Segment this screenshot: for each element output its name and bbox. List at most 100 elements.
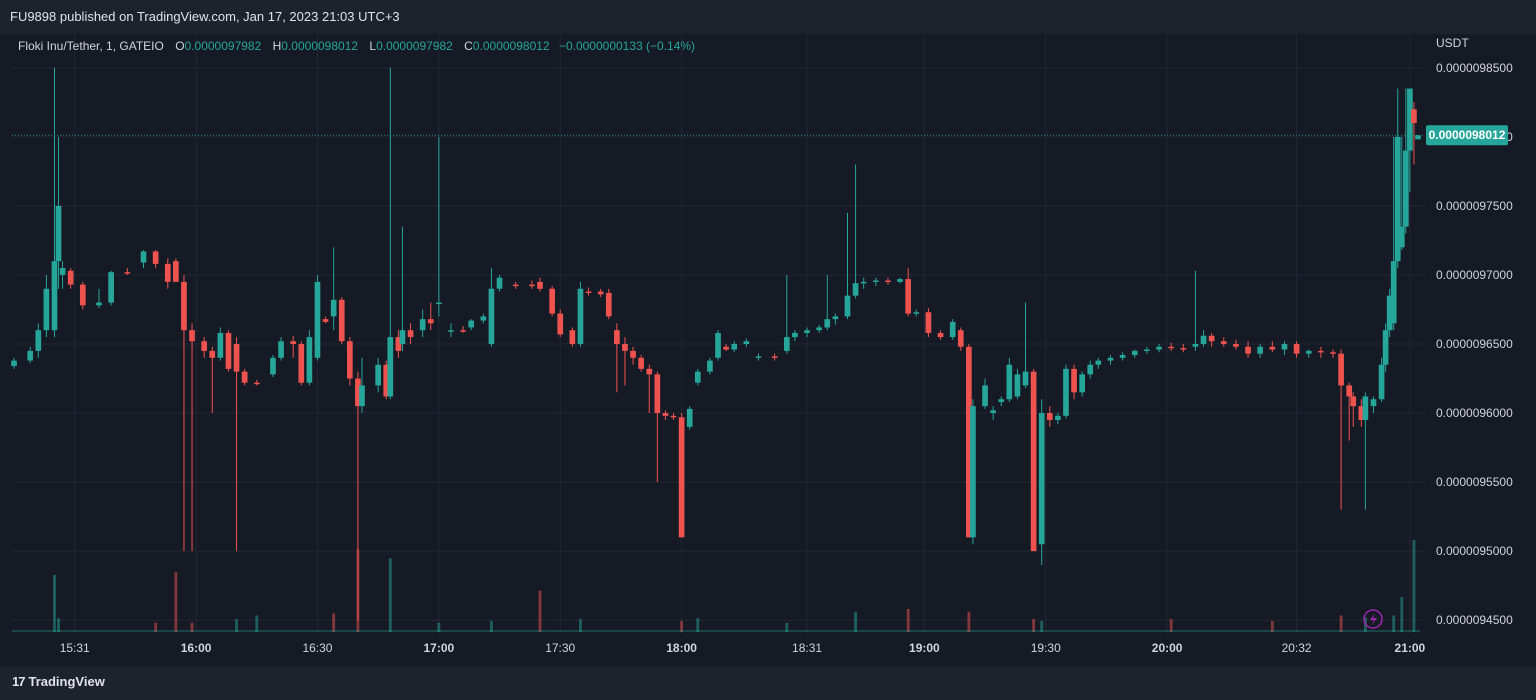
candle-body xyxy=(189,330,195,342)
candle-body xyxy=(686,408,693,427)
candle-body xyxy=(419,319,426,331)
tradingview-logo-icon: 17 xyxy=(12,674,26,689)
candle-body xyxy=(982,385,988,407)
candle-body xyxy=(1269,346,1276,350)
y-tick-label: 0.0000094500 xyxy=(1436,613,1513,627)
candle-body xyxy=(1338,353,1344,386)
volume-bar xyxy=(1412,540,1416,632)
candle-body xyxy=(549,288,555,314)
candle-body xyxy=(1382,330,1389,365)
candle-body xyxy=(678,417,685,538)
candle-body xyxy=(1168,346,1175,349)
candle-body xyxy=(605,292,612,317)
candle-body xyxy=(1358,406,1365,420)
chart-panel[interactable]: 0.00000985000.00000980000.00000975000.00… xyxy=(0,34,1536,666)
volume-bar xyxy=(1169,619,1173,632)
candle-body xyxy=(407,330,414,338)
high-label: H xyxy=(272,39,282,53)
candle-body xyxy=(1200,335,1207,344)
volume-bar xyxy=(785,622,789,632)
volume-bar xyxy=(1040,620,1044,632)
candle-body xyxy=(1022,371,1029,386)
candle-body xyxy=(771,356,778,358)
candle-body xyxy=(209,350,216,358)
candle-body xyxy=(897,279,903,282)
candle-body xyxy=(1318,350,1324,353)
candle-body xyxy=(885,280,891,282)
candle-body xyxy=(1390,261,1397,324)
y-tick-label: 0.0000097500 xyxy=(1436,199,1513,213)
candle-body xyxy=(1370,399,1377,407)
x-tick-label: 18:00 xyxy=(666,641,697,655)
candle-body xyxy=(804,330,810,333)
candle-body xyxy=(1087,364,1094,375)
candle-body xyxy=(108,272,114,303)
candle-body xyxy=(1362,396,1369,420)
candle-body xyxy=(1095,360,1102,365)
candle-body xyxy=(949,321,956,338)
candle-body xyxy=(1394,136,1401,262)
candle-body xyxy=(577,288,584,344)
candle-body xyxy=(569,330,576,344)
change-value: −0.0000000133 (−0.14%) xyxy=(558,39,696,53)
candle-body xyxy=(355,378,361,407)
candle-body xyxy=(27,350,34,361)
low-label: L xyxy=(369,39,377,53)
candle-body xyxy=(731,344,738,350)
candle-body xyxy=(1144,349,1150,352)
candle-body xyxy=(1257,346,1264,354)
candle-body xyxy=(51,261,58,331)
x-tick-label: 15:31 xyxy=(60,641,90,655)
candlestick-chart[interactable]: 0.00000985000.00000980000.00000975000.00… xyxy=(0,34,1536,666)
x-tick-label: 20:00 xyxy=(1152,641,1183,655)
candle-body xyxy=(383,364,390,397)
candle-body xyxy=(783,337,790,351)
volume-bar xyxy=(696,618,700,632)
y-tick-label: 0.0000096500 xyxy=(1436,337,1513,351)
candle-body xyxy=(585,291,592,294)
low-value: 0.0000097982 xyxy=(376,39,453,53)
candle-body xyxy=(529,284,535,287)
candle-body xyxy=(253,382,260,385)
candle-body xyxy=(290,341,297,344)
candle-body xyxy=(1233,344,1239,347)
candle-body xyxy=(1180,348,1187,350)
y-tick-label: 0.0000095500 xyxy=(1436,475,1513,489)
open-label: O xyxy=(175,39,185,53)
candle-body xyxy=(1038,413,1045,545)
candle-body xyxy=(67,270,74,285)
candle-body xyxy=(241,371,248,383)
volume-bar xyxy=(854,611,858,632)
y-tick-label: 0.0000095000 xyxy=(1436,544,1513,558)
volume-baseline xyxy=(12,630,1420,632)
candle-body xyxy=(743,341,750,344)
close-label: C xyxy=(464,39,473,53)
candle-body xyxy=(233,344,240,372)
candle-body xyxy=(270,357,276,375)
candle-body xyxy=(387,337,394,397)
candle-body xyxy=(1350,396,1357,407)
candle-body xyxy=(448,330,454,332)
candle-body xyxy=(755,356,762,358)
x-tick-label: 16:00 xyxy=(181,641,212,655)
candle-body xyxy=(1006,364,1013,400)
candle-body xyxy=(1330,352,1336,354)
candle-body xyxy=(957,330,964,347)
candle-body xyxy=(1305,350,1312,354)
tradingview-logo[interactable]: 17 TradingView xyxy=(12,674,105,689)
candle-body xyxy=(1079,374,1085,393)
candle-body xyxy=(824,319,831,328)
candle-body xyxy=(537,281,543,289)
candle-body xyxy=(792,332,798,338)
candle-body xyxy=(970,406,976,538)
volume-bar xyxy=(235,619,238,632)
volume-bar xyxy=(1392,615,1396,632)
volume-bar xyxy=(579,619,582,632)
publish-line: FU9898 published on TradingView.com, Jan… xyxy=(10,9,400,24)
open-value: 0.0000097982 xyxy=(184,39,262,53)
volume-bar xyxy=(190,622,194,632)
volume-bar xyxy=(490,620,493,632)
x-tick-label: 18:31 xyxy=(792,641,822,655)
candle-body xyxy=(832,316,839,320)
candle-body xyxy=(860,281,867,284)
